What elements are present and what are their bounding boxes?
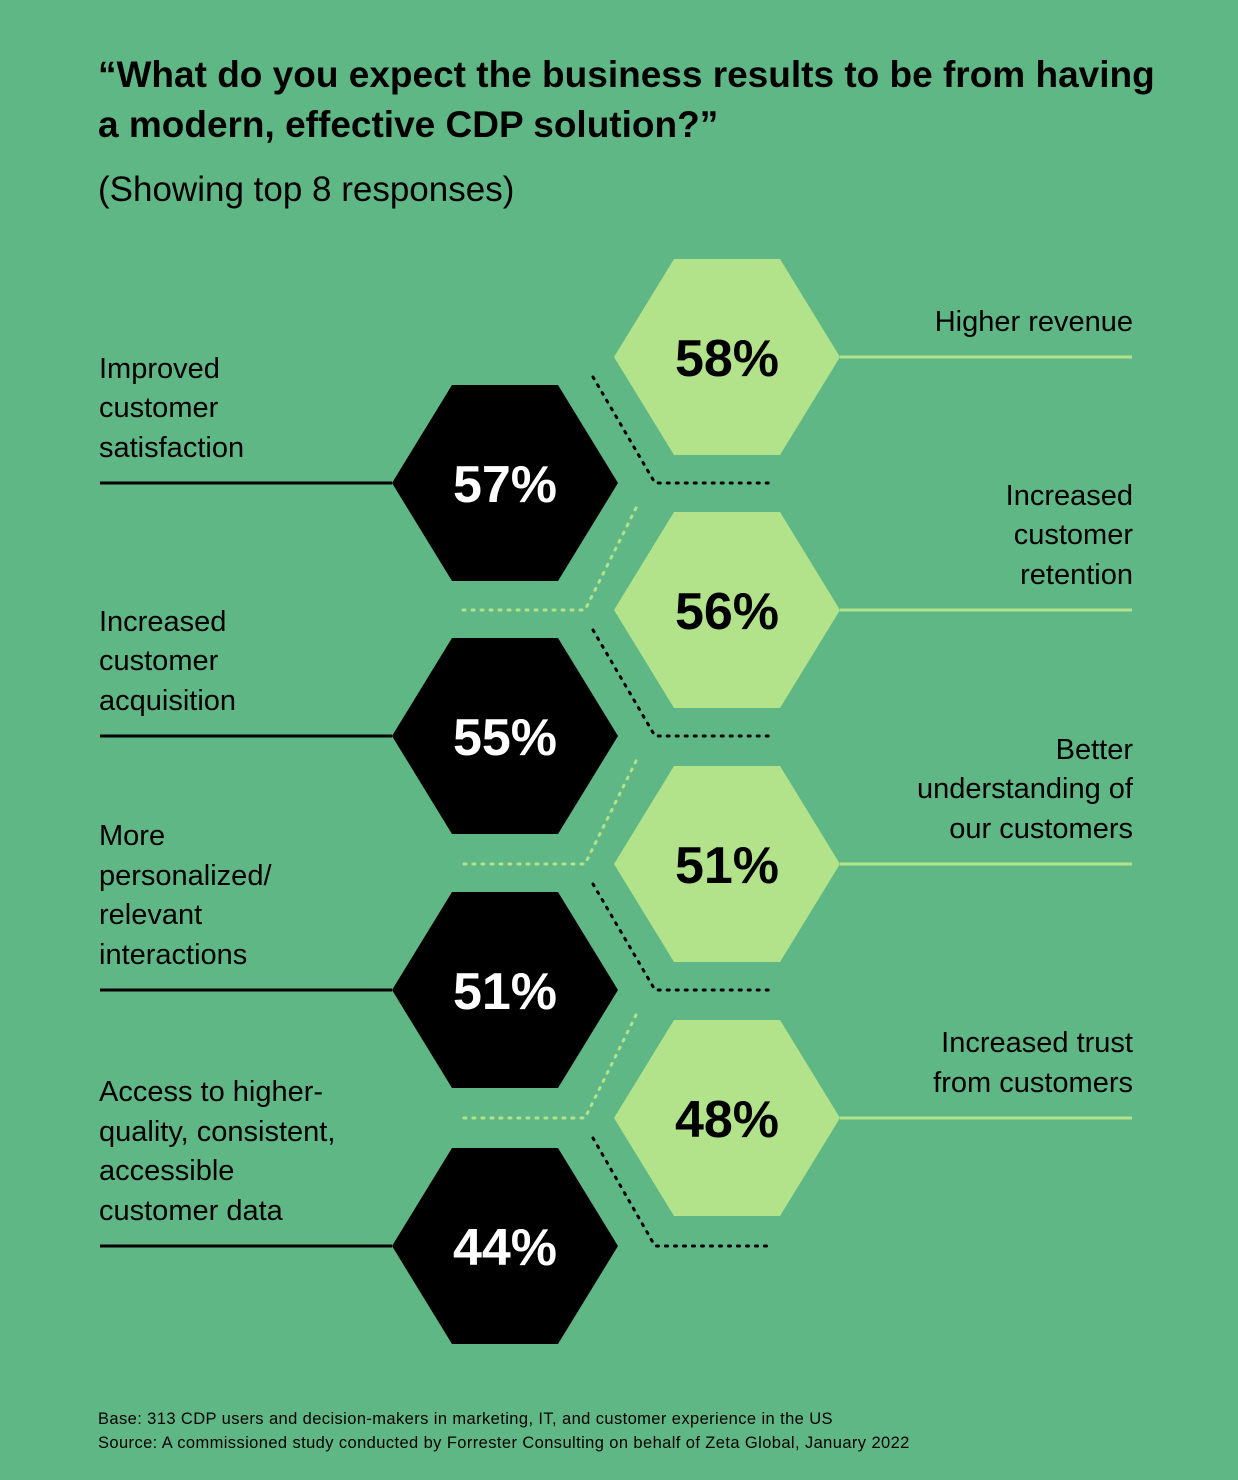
response-label-line: customer	[99, 392, 219, 424]
hexagon	[392, 892, 618, 1088]
response-label-line: from customers	[933, 1066, 1133, 1099]
value-label: 51%	[675, 837, 779, 895]
dark-dotted-connector	[591, 628, 772, 738]
response-label: More personalized/relevant interactions	[99, 817, 272, 975]
response-label-line: customer	[99, 645, 219, 677]
response-label: Access to higher-quality, consistent, acc…	[99, 1073, 335, 1231]
hexagon	[392, 1148, 618, 1344]
response-label: Increased customer retention	[1006, 477, 1133, 596]
response-label: Improved customer satisfaction	[99, 350, 244, 469]
chart-subtitle: (Showing top 8 responses)	[98, 170, 515, 209]
response-label-line: Improved	[99, 352, 220, 385]
response-label-line: accessible	[99, 1155, 235, 1187]
response-label: Increased trust from customers	[933, 1024, 1133, 1103]
hexagon	[614, 259, 840, 455]
response-label-line: Higher revenue	[934, 305, 1133, 338]
response-label-line: our customers	[949, 812, 1133, 845]
footnotes: Base: 313 CDP users and decision-makers …	[98, 1407, 910, 1455]
response-label-line: Increased	[99, 605, 227, 638]
value-label: 58%	[675, 330, 779, 388]
dark-dotted-connector	[591, 1136, 772, 1248]
response-label-line: customer	[1013, 519, 1133, 551]
hexagon	[392, 385, 618, 581]
response-label-line: retention	[1020, 558, 1133, 591]
response-label-line: quality, consistent,	[99, 1115, 336, 1148]
response-label-line: understanding of	[916, 773, 1133, 805]
value-label: 51%	[453, 963, 557, 1021]
hexagon	[614, 766, 840, 962]
response-label-line: Better	[1055, 733, 1133, 766]
light-dotted-connector	[456, 506, 638, 612]
value-label: 44%	[453, 1219, 557, 1277]
light-dotted-connector	[456, 759, 638, 866]
chart-title: “What do you expect the business results…	[98, 54, 1155, 145]
response-label-line: Increased	[1005, 479, 1133, 512]
footnote-base: Base: 313 CDP users and decision-makers …	[98, 1410, 833, 1428]
response-label: Better understanding of our customers	[917, 731, 1133, 850]
value-label: 56%	[675, 583, 779, 641]
response-label-line: Increased trust	[941, 1027, 1133, 1059]
value-label: 48%	[675, 1091, 779, 1149]
dark-dotted-connector	[591, 375, 772, 485]
hexagon	[614, 512, 840, 708]
response-label: Increased customer acquisition	[99, 603, 236, 722]
light-dotted-connector	[456, 1013, 638, 1120]
dark-dotted-connector	[591, 882, 772, 992]
response-label-line: customer data	[99, 1194, 283, 1227]
response-label-line: personalized/	[99, 859, 272, 892]
response-label: Higher revenue	[935, 303, 1133, 343]
hexagon	[392, 638, 618, 834]
response-label-line: interactions	[99, 938, 248, 971]
response-label-line: More	[99, 820, 166, 852]
value-label: 57%	[453, 456, 557, 514]
footnote-source: Source: A commissioned study conducted b…	[98, 1434, 910, 1452]
hexagon	[614, 1020, 840, 1216]
response-label-line: satisfaction	[99, 431, 245, 464]
response-label-line: relevant	[99, 899, 203, 931]
response-label-line: acquisition	[99, 684, 237, 717]
value-label: 55%	[453, 709, 557, 767]
response-label-line: Access to higher-	[99, 1076, 324, 1108]
